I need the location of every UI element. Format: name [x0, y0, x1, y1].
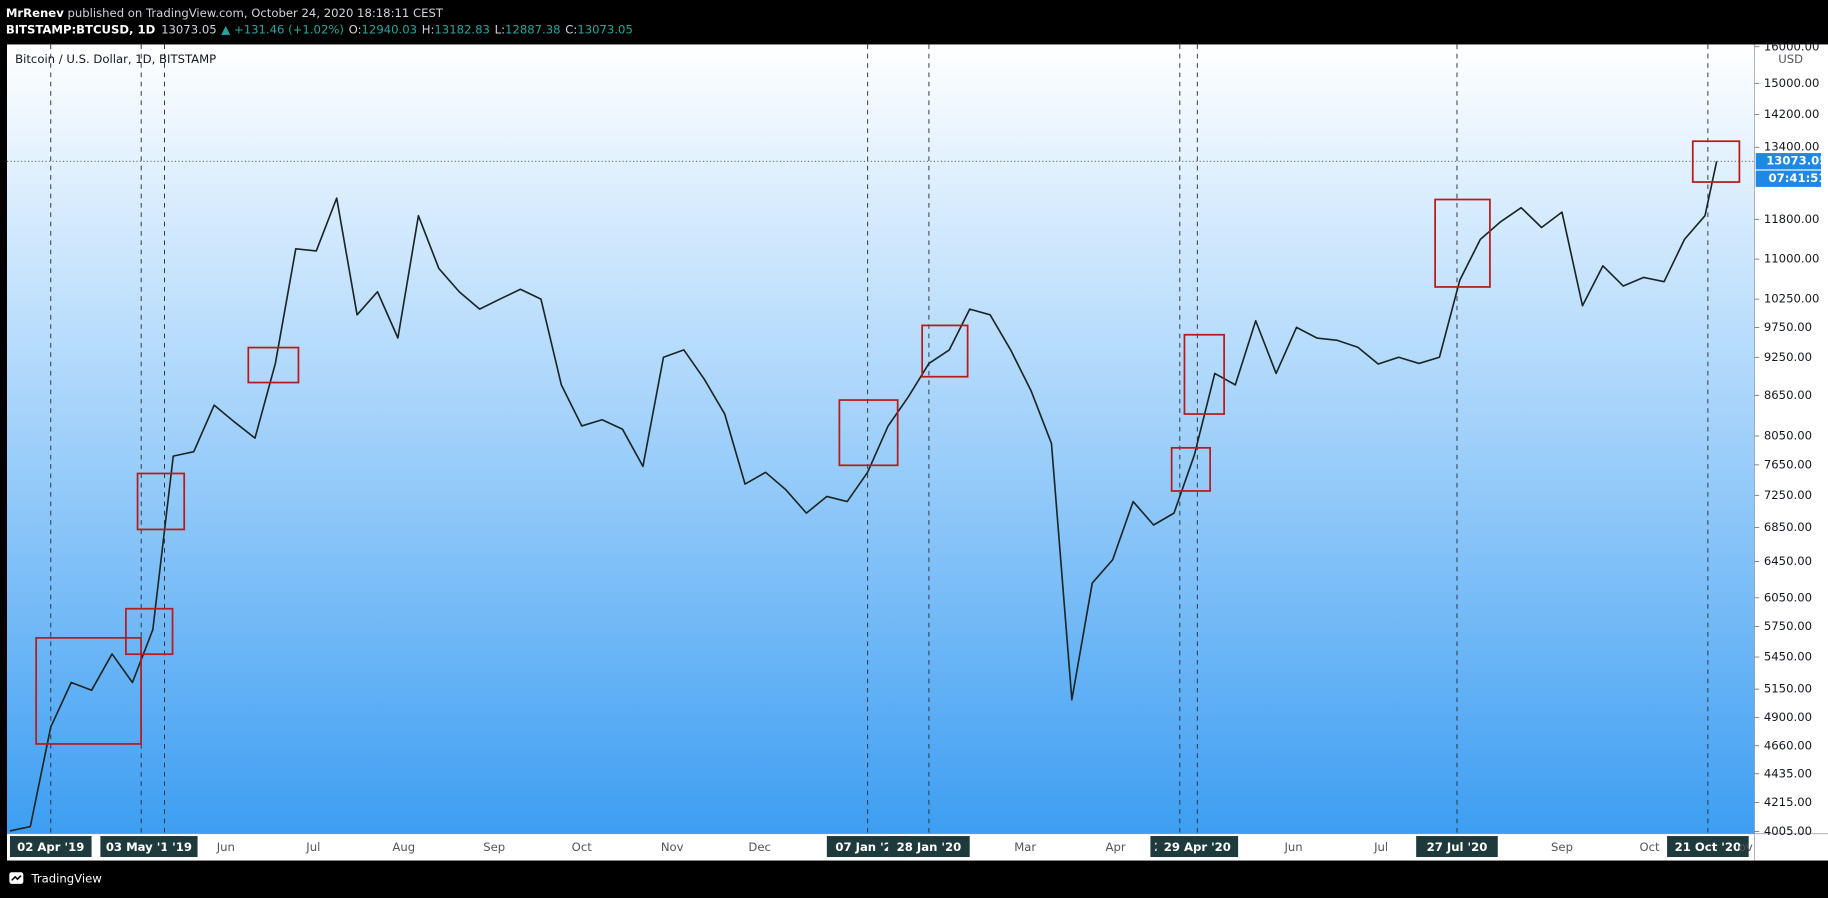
y-tick-label: 6850.00	[1764, 520, 1812, 534]
x-tick-highlight	[166, 836, 198, 858]
x-tick-label: Oct	[572, 840, 593, 854]
price-line	[9, 161, 1718, 832]
y-tick-label: 11800.00	[1764, 212, 1820, 226]
x-tick-highlight	[1156, 836, 1239, 858]
annotation-box	[35, 636, 142, 745]
x-tick-highlight	[100, 836, 183, 858]
plot	[6, 44, 1755, 834]
countdown-box	[1755, 170, 1822, 187]
y-tick-label: 15000.00	[1764, 76, 1820, 90]
annotation-box	[136, 472, 186, 531]
annotation-box	[921, 324, 969, 378]
x-tick-label: Sep	[483, 840, 505, 854]
x-tick-label: Apr	[1106, 840, 1126, 854]
y-tick-label: 5150.00	[1764, 682, 1812, 696]
y-tick-label: 4435.00	[1764, 766, 1812, 780]
x-tick-label: Nov	[661, 840, 684, 854]
y-tick-label: 8050.00	[1764, 428, 1812, 442]
y-tick-label: 5450.00	[1764, 650, 1812, 664]
ohlc-value: 13182.83	[434, 22, 490, 36]
y-tick-label: 5750.00	[1764, 619, 1812, 633]
x-tick-highlight	[9, 836, 92, 858]
price: 13073.05	[161, 22, 217, 36]
x-tick-label: Aug	[392, 840, 415, 854]
y-tick-label: 14200.00	[1764, 107, 1820, 121]
publish-line: MrRenev published on TradingView.com, Oc…	[6, 5, 444, 19]
x-tick-highlight	[826, 836, 909, 858]
x-tick-label: Mar	[1014, 840, 1036, 854]
y-tick-label: 9250.00	[1764, 350, 1812, 364]
annotation-boxes	[35, 140, 1741, 745]
ohlc-value: 12887.38	[505, 22, 561, 36]
x-tick-label: 28 Jan '20	[897, 840, 962, 854]
y-tick-label: 8650.00	[1764, 388, 1812, 402]
y-tick-label: 4005.00	[1764, 824, 1812, 838]
symbol: BITSTAMP:BTCUSD, 1D	[6, 22, 156, 36]
annotation-box	[125, 607, 174, 656]
annotation-box	[1183, 333, 1225, 415]
ohlc-label: L:	[495, 22, 505, 36]
last-price-label: 13073.05	[1766, 154, 1827, 168]
x-tick-label: Dec	[748, 840, 771, 854]
axis-unit: USD	[1778, 52, 1803, 66]
x-tick-label: 02 Apr '19	[17, 840, 84, 854]
countdown: 07:41:51	[1769, 171, 1827, 185]
x-tick-label: Jul	[305, 840, 320, 854]
logo-mark	[11, 875, 22, 881]
ohlc-value: 13073.05	[577, 22, 633, 36]
annotation-box	[1434, 198, 1491, 288]
y-tick-label: 6050.00	[1764, 590, 1812, 604]
ohlc-label: H:	[422, 22, 435, 36]
x-tick-label: 21 Oct '20	[1675, 840, 1741, 854]
axes: 16000.00 15000.00 14200.00 13400.00 11800.00…	[9, 39, 1827, 858]
y-tick-label: 4660.00	[1764, 738, 1812, 752]
published: published on TradingView.com, October 24…	[64, 5, 444, 19]
x-tick-label: Oct	[1639, 840, 1660, 854]
x-tick-label: Jun	[1283, 840, 1302, 854]
y-tick-label: 7650.00	[1764, 457, 1812, 471]
x-tick-label: 27 Jul '20	[1427, 840, 1488, 854]
x-tick-highlight	[1667, 836, 1749, 858]
ohlc-value: 12940.03	[362, 22, 418, 36]
ohlc-label: C:	[565, 22, 577, 36]
change: ▲ +131.46 (+1.02%)	[221, 22, 344, 36]
y-tick-label: 6450.00	[1764, 554, 1812, 568]
x-tick-label: Sep	[1551, 840, 1573, 854]
annotation-box	[838, 399, 899, 467]
x-tick-highlight	[1416, 836, 1498, 858]
annotation-box	[1170, 446, 1211, 492]
y-tick-label: 16000.00	[1764, 39, 1820, 53]
brand-name: TradingView	[30, 872, 102, 886]
last-price-box	[1755, 153, 1822, 170]
y-tick-label: 11000.00	[1764, 252, 1820, 266]
x-tick-highlight	[888, 836, 970, 858]
ohlc-label: O:	[349, 22, 362, 36]
x-tick-label: 07 Jan '20	[835, 840, 900, 854]
annotation-box	[1691, 140, 1741, 183]
x-tick-label: 29 Apr '20	[1164, 840, 1231, 854]
x-tick-label: Jun	[216, 840, 235, 854]
quote-line: BITSTAMP:BTCUSD, 1D 13073.05 ▲ +131.46 (+1…	[6, 22, 633, 36]
y-tick-label: 13400.00	[1764, 140, 1820, 154]
y-tick-label: 9750.00	[1764, 320, 1812, 334]
y-tick-label: 10250.00	[1764, 292, 1820, 306]
x-tick-label: '19	[172, 840, 192, 854]
y-tick-label: 4900.00	[1764, 710, 1812, 724]
y-tick-label: 7250.00	[1764, 488, 1812, 502]
annotation-box	[247, 346, 300, 384]
chart-title: Bitcoin / U.S. Dollar, 1D, BITSTAMP	[15, 52, 216, 66]
x-tick-label: ov	[1739, 840, 1753, 854]
y-tick-label: 4215.00	[1764, 795, 1812, 809]
x-tick-label: Jul	[1373, 840, 1388, 854]
brand: TradingView	[9, 872, 102, 886]
plot-area	[6, 44, 1755, 834]
x-tick-label: 03 May '19	[106, 840, 177, 854]
author: MrRenev	[6, 5, 64, 19]
